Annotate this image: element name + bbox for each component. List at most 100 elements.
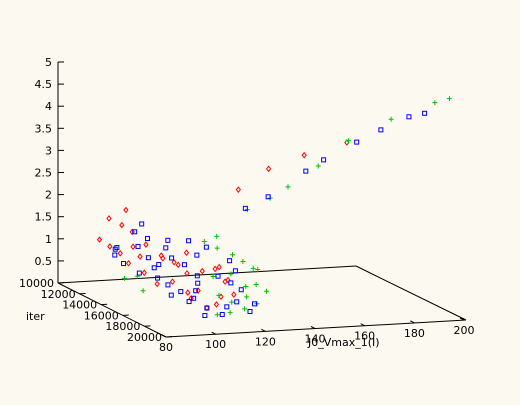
x-tick-mark	[410, 321, 414, 323]
data-point-red	[131, 244, 135, 249]
floor-right-edge	[356, 266, 466, 320]
data-point-green	[244, 294, 249, 299]
data-point-green	[251, 266, 256, 271]
data-point-green	[346, 138, 351, 143]
data-point-red	[200, 269, 204, 274]
data-point-red	[186, 290, 190, 295]
data-point-blue	[228, 259, 232, 263]
z-tick-label: 1.5	[35, 211, 53, 224]
y-axis-label: iter	[26, 310, 45, 323]
data-point-blue	[152, 266, 156, 270]
data-point-red	[302, 153, 306, 158]
data-point-red	[185, 250, 189, 255]
data-point-red	[127, 261, 131, 266]
data-point-red	[267, 166, 271, 171]
data-point-green	[254, 282, 259, 287]
data-point-green	[215, 246, 220, 251]
x-tick-label: 80	[159, 341, 173, 354]
data-point-green	[202, 239, 207, 244]
axes	[58, 62, 466, 337]
z-tick-label: 0.5	[35, 255, 53, 268]
tick-marks	[58, 62, 464, 337]
x-tick-mark	[162, 335, 166, 337]
data-point-blue	[423, 111, 427, 115]
data-point-blue	[166, 238, 170, 242]
data-point-blue	[146, 236, 150, 240]
data-point-blue	[113, 253, 117, 257]
data-point-green	[243, 284, 248, 289]
data-point-blue	[195, 274, 199, 278]
data-point-blue	[229, 281, 233, 285]
data-point-red	[142, 270, 146, 275]
data-point-green	[264, 289, 269, 294]
data-point-blue	[220, 313, 224, 317]
data-point-red	[161, 256, 165, 261]
x-axis-label: J0_Vmax_1(I)	[307, 336, 380, 349]
z-tick-label: 3	[45, 144, 52, 157]
data-point-red	[232, 292, 236, 297]
data-point-green	[216, 293, 221, 298]
data-point-green	[242, 306, 247, 311]
data-point-blue	[355, 140, 359, 144]
data-point-green	[286, 184, 291, 189]
floor-back-edge	[58, 266, 356, 283]
data-point-blue	[187, 239, 191, 243]
data-point-blue	[407, 115, 411, 119]
data-point-red	[120, 223, 124, 228]
data-point-blue	[216, 274, 220, 278]
data-point-blue	[157, 263, 161, 267]
data-point-red	[155, 281, 159, 286]
data-point-blue	[169, 293, 173, 297]
data-point-blue	[248, 310, 252, 314]
data-point-blue	[137, 271, 141, 275]
data-point-red	[217, 265, 221, 270]
data-point-red	[176, 262, 180, 267]
data-point-red	[213, 266, 217, 271]
data-points	[97, 96, 451, 317]
data-point-blue	[156, 276, 160, 280]
data-point-blue	[179, 290, 183, 294]
data-point-green	[228, 272, 233, 277]
x-tick-label: 180	[404, 327, 425, 340]
data-point-blue	[196, 281, 200, 285]
data-point-blue	[322, 158, 326, 162]
data-point-red	[107, 216, 111, 221]
data-point-green	[229, 300, 234, 305]
z-tick-label: 5	[45, 56, 52, 69]
data-point-red	[118, 251, 122, 256]
data-point-blue	[203, 314, 207, 318]
data-point-blue	[304, 169, 308, 173]
data-point-blue	[235, 300, 239, 304]
y-tick-label: 20000	[127, 331, 162, 344]
data-point-blue	[195, 253, 199, 257]
data-point-blue	[122, 262, 126, 266]
data-point-red	[97, 237, 101, 242]
data-point-green	[122, 276, 127, 281]
data-point-blue	[136, 244, 140, 248]
data-point-red	[236, 187, 240, 192]
data-point-green	[447, 96, 452, 101]
data-point-green	[316, 164, 321, 169]
data-point-red	[138, 254, 142, 259]
data-point-green	[215, 312, 220, 317]
data-point-green	[240, 259, 245, 264]
x-tick-label: 120	[255, 335, 276, 348]
data-point-red	[214, 302, 218, 307]
data-point-green	[432, 100, 437, 105]
x-tick-label: 200	[454, 324, 475, 337]
z-tick-label: 4.5	[35, 78, 53, 91]
data-point-blue	[140, 222, 144, 226]
data-point-red	[144, 242, 148, 247]
data-point-green	[389, 117, 394, 122]
data-point-blue	[146, 256, 150, 260]
data-point-red	[108, 244, 112, 249]
data-point-blue	[170, 256, 174, 260]
data-point-blue	[233, 269, 237, 273]
data-point-green	[230, 252, 235, 257]
z-tick-label: 2	[45, 189, 52, 202]
z-tick-label: 4	[45, 100, 52, 113]
x-tick-label: 100	[205, 338, 226, 351]
data-point-red	[124, 208, 128, 213]
z-tick-label: 1	[45, 233, 52, 246]
